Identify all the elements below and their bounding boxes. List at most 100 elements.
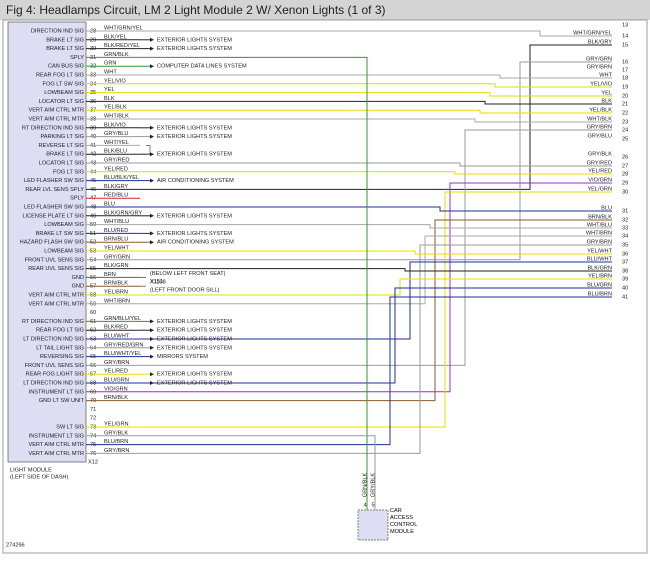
arrow [150,372,154,377]
wire-color: BLU/WHT/YEL [104,351,141,357]
wire-color: YEL/RED [104,369,128,375]
wire-color: BLU/BLK/YEL [104,175,139,181]
arrow [150,381,154,385]
arrow [150,178,154,183]
wire-color: WHT/BLU [104,219,129,225]
wire-color: BLK/BLU [104,149,127,155]
system-destination: EXTERIOR LIGHTS SYSTEM [157,213,232,219]
light-module-box [7,21,87,463]
right-wire-color: WHT/BRN [586,230,612,236]
right-wire-color: YEL/WHT [587,248,612,254]
arrow [150,345,154,350]
right-wire-color: WHT/BLK [587,116,612,122]
pin-function: BRAKE LT SW SIG [36,231,84,237]
arrow [150,354,154,359]
right-pin-number: 31 [622,208,628,214]
wire [140,162,612,167]
arrow [150,152,154,157]
pin-function: GND [72,275,84,281]
wire [140,171,612,175]
wire [140,109,612,114]
wire [140,92,612,97]
cam-pin-number: 4 [363,502,366,508]
right-wire-color: YEL/VIO [590,81,612,87]
wire [140,278,612,296]
pin-function: LT TAIL LIGHT SIG [36,345,84,351]
right-wire-color: VIO/GRN [588,177,612,183]
wire-color: BLK/GRY [104,184,128,190]
pin-function: DIRECTION IND SIG [31,28,84,34]
pin-function: GND [72,284,84,290]
wire-color: BLU/BRN [104,439,128,445]
wire-color: YEL [104,87,115,93]
pin-function: LOWBEAM SIG [44,90,84,96]
right-wire-color: YEL/BRN [588,273,612,279]
pin-function: FOG LT SW SIG [43,81,84,87]
pin-function: LICENSE PLATE LT SIG [22,213,84,219]
pin-function: REAR FOG LIGHT SIG [26,372,84,378]
system-destination: EXTERIOR LIGHTS SYSTEM [157,46,232,52]
wire [140,118,612,123]
wire-color: BRN/BLK [104,281,128,287]
right-pin-number: 28 [622,171,628,177]
pin-function: BRAKE LT SIG [46,37,84,43]
right-wire-color: YEL [601,90,612,96]
wire-color: GRY/RED [104,157,129,163]
right-wire-color: BLU/WHT [587,256,613,262]
right-pin-number: 14 [622,33,628,39]
wire [140,287,612,384]
right-pin-number: 15 [622,42,628,48]
wire-color: WHT [104,69,117,75]
splice-label: X1108 [150,280,166,286]
right-wire-color: GRY/BRN [587,124,612,130]
pin-function: SW LT SIG [56,424,84,430]
pin-function: LOCATOR LT SIG [39,160,84,166]
pin-function: REAR FOG LT SIG [36,72,84,78]
right-wire-color: BLK/GRN [587,265,612,271]
wire-color: RED/BLU [104,193,128,199]
right-wire-color: BLK/GRY [588,39,612,45]
system-destination: EXTERIOR LIGHTS SYSTEM [157,372,232,378]
wire [140,296,612,446]
right-pin-number: 39 [622,276,628,282]
wire [140,235,612,305]
pin-function: FOG LT SIG [53,169,84,175]
arrow [150,125,154,130]
right-pin-number: 13 [622,22,628,28]
right-pin-number: 22 [622,110,628,116]
wire [140,74,612,79]
right-wire-color: GRY/BLU [588,133,612,139]
pin-function: LOCATOR LT SIG [39,99,84,105]
pin-function: GND LT SW UNIT [39,398,85,404]
right-wire-color: GRY/BRN [587,239,612,245]
pin-function: SPLY [70,196,84,202]
arrow [150,134,154,139]
right-pin-number: 25 [622,136,628,142]
wire [140,83,612,88]
right-pin-number: 18 [622,75,628,81]
wire-color: BLK [104,96,115,102]
wire [140,250,612,255]
pin-function: CAN BUS SIG [48,64,84,70]
pin-function: REAR FOG LT SIG [36,328,84,334]
pin-function: VERT AIM CTRL MTR [28,108,84,114]
wire-color: BLK/VIO [104,122,126,128]
wire [140,219,612,402]
wire [140,224,612,229]
right-pin-number: 33 [622,225,628,231]
pin-function: REAR LVL SENS SPLY [25,187,84,193]
frame [2,19,648,554]
right-wire-color: BLK [601,98,612,104]
pin-function: REVERSING SIG [40,354,84,360]
right-wire-color: GRY/BLK [588,151,612,157]
right-pin-number: 41 [622,294,628,300]
wire-color: GRY/GRN [104,254,130,260]
arrow [150,240,154,245]
system-destination: AIR CONDITIONING SYSTEM [157,178,234,184]
wire-color: GRY/BRN [104,360,129,366]
wire-color: BLK/RED/YEL [104,43,140,49]
pin-function: LED FLASHER SW SIG [24,204,84,210]
arrow [150,37,154,42]
car-access-module-box [357,509,389,541]
pin-function: BRAKE LT SIG [46,46,84,52]
